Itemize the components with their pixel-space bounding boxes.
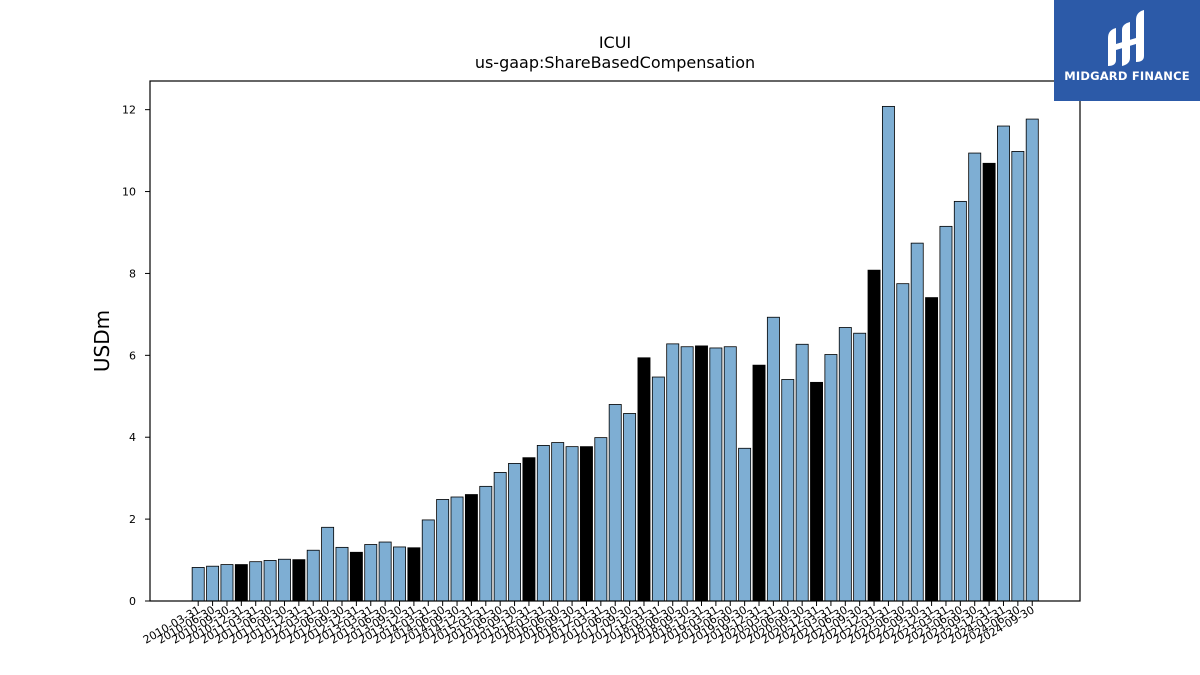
chart-title: ICUI — [599, 33, 631, 52]
bar — [781, 379, 795, 602]
y-tick-label: 4 — [129, 431, 136, 444]
bar — [191, 567, 205, 602]
y-tick-label: 8 — [129, 267, 136, 280]
bar — [1011, 151, 1025, 602]
bar — [594, 437, 608, 602]
bar — [278, 558, 291, 602]
brand-name: MIDGARD FINANCE — [1064, 69, 1190, 83]
bar — [867, 269, 881, 602]
bar — [795, 343, 809, 602]
y-tick-label: 0 — [129, 595, 136, 608]
bar — [953, 200, 967, 602]
y-tick-label: 12 — [122, 104, 136, 117]
bar — [910, 242, 924, 602]
bar — [493, 472, 507, 602]
bar — [206, 565, 220, 602]
bar — [766, 316, 780, 602]
bar — [306, 549, 320, 602]
bar — [421, 519, 435, 602]
bar — [824, 354, 838, 602]
midgard-logo-icon — [1108, 10, 1144, 66]
bar — [939, 225, 953, 602]
bar — [393, 546, 406, 602]
bar — [623, 413, 637, 602]
bar — [249, 561, 263, 602]
x-axis: 2010-03-312010-06-302010-09-302010-12-31… — [141, 601, 1037, 647]
bar — [580, 446, 593, 602]
bar — [695, 345, 708, 602]
bar — [436, 499, 450, 602]
bar — [263, 560, 277, 602]
bar — [220, 564, 234, 602]
bar — [853, 332, 867, 602]
y-tick-label: 10 — [122, 186, 136, 199]
bar — [479, 485, 493, 602]
bar — [349, 551, 363, 602]
bar — [810, 381, 823, 602]
bar — [1025, 118, 1039, 602]
bar — [666, 343, 680, 602]
brand-logo: MIDGARD FINANCE — [1054, 0, 1200, 101]
bar — [292, 559, 306, 602]
bar — [522, 457, 536, 602]
bar — [680, 346, 694, 602]
bar — [450, 496, 464, 602]
chart-subtitle: us-gaap:ShareBasedCompensation — [475, 53, 755, 72]
plot-frame — [149, 80, 1081, 602]
bar — [968, 152, 982, 602]
bar — [608, 404, 622, 602]
y-tick-label: 2 — [129, 513, 136, 526]
bars-layer — [191, 105, 1039, 602]
y-tick-label: 6 — [129, 349, 136, 362]
bar — [982, 162, 996, 602]
bar — [407, 547, 421, 602]
y-axis-label: USDm — [90, 310, 114, 372]
bar — [321, 526, 335, 602]
bar — [234, 564, 248, 602]
bar — [637, 357, 651, 602]
bar — [335, 546, 349, 602]
bar — [551, 442, 565, 602]
bar — [752, 364, 766, 602]
bar — [738, 447, 752, 602]
bar — [464, 494, 478, 602]
bar — [651, 376, 665, 602]
bar — [508, 463, 522, 602]
y-axis: 0 2 4 6 8 10 12 — [122, 104, 150, 608]
bar — [709, 347, 723, 602]
bar — [997, 125, 1010, 602]
bar — [838, 327, 852, 602]
bar — [896, 283, 910, 602]
bar — [925, 297, 939, 602]
bar — [881, 105, 895, 602]
bar — [536, 445, 550, 602]
bar — [723, 346, 737, 602]
bar — [364, 544, 378, 602]
bar — [565, 446, 579, 602]
bar — [378, 541, 392, 602]
